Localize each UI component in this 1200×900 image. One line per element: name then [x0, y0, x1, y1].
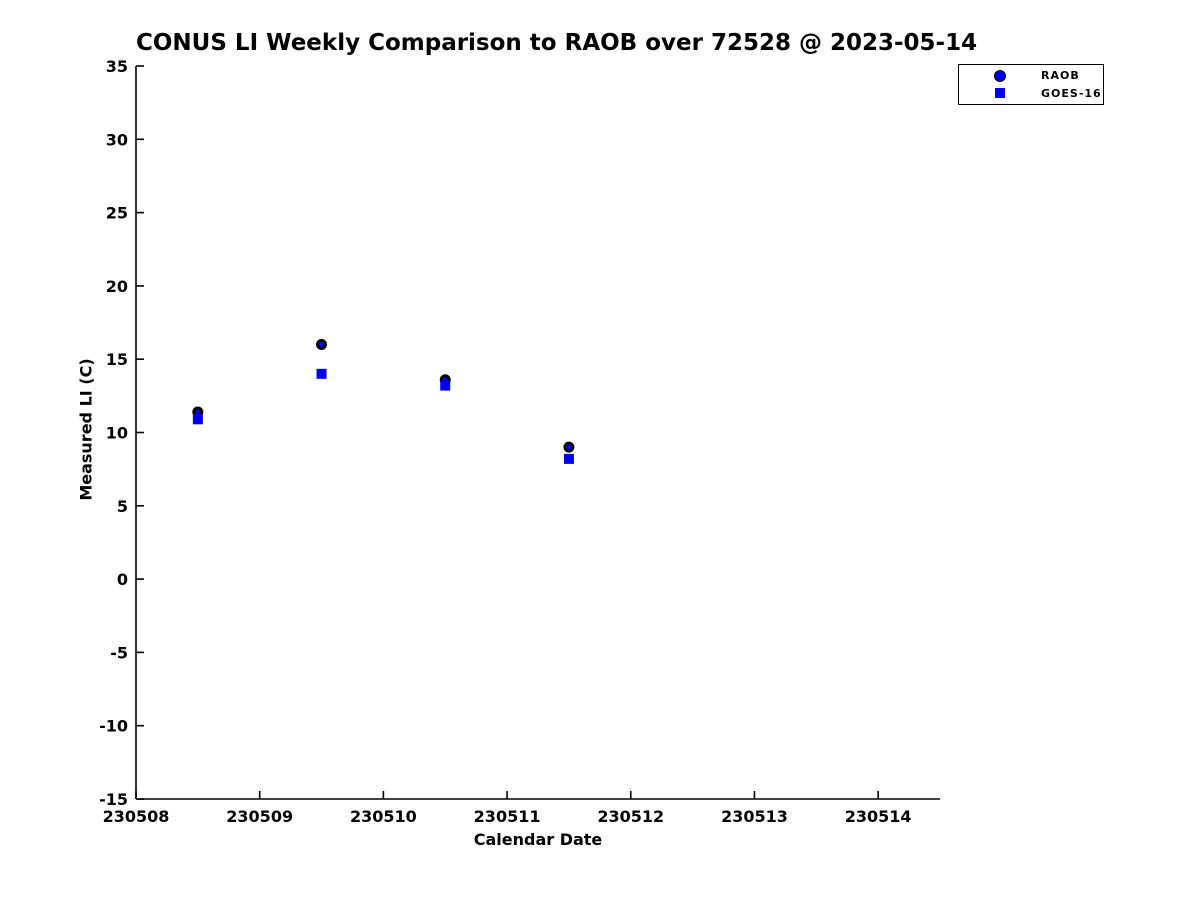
y-tick-label: -10: [99, 717, 128, 736]
legend-entry-goes16: GOES-16: [959, 85, 1103, 102]
legend-entry-raob: RAOB: [959, 67, 1103, 84]
x-tick-label: 230513: [721, 807, 788, 826]
raob-circle-marker-icon: [994, 69, 1006, 82]
y-tick-label: 35: [106, 57, 128, 76]
x-axis-label: Calendar Date: [473, 830, 603, 849]
legend-label-raob: RAOB: [1041, 69, 1080, 83]
data-point-goes-16: [563, 453, 574, 464]
x-tick-label: 230510: [350, 807, 417, 826]
data-point-goes-16: [192, 414, 203, 425]
y-tick-label: 5: [117, 497, 128, 516]
x-tick-label: 230511: [474, 807, 541, 826]
y-tick-label: -5: [110, 643, 128, 662]
x-tick-label: 230508: [103, 807, 170, 826]
y-tick-label: 20: [106, 277, 128, 296]
data-point-goes-16: [440, 380, 451, 391]
goes16-square-marker-icon: [995, 88, 1005, 99]
legend-label-goes16: GOES-16: [1041, 86, 1102, 100]
y-tick-label: 0: [117, 570, 128, 589]
chart-title: CONUS LI Weekly Comparison to RAOB over …: [136, 30, 978, 56]
legend: RAOB GOES-16: [958, 64, 1104, 105]
data-point-goes-16: [316, 368, 327, 379]
y-tick-label: 30: [106, 130, 128, 149]
y-tick-label: 15: [106, 350, 128, 369]
y-tick-label: 25: [106, 204, 128, 223]
data-point-raob: [563, 441, 575, 453]
legend-marker-cell: [959, 88, 1041, 99]
y-tick-label: 10: [106, 424, 128, 443]
data-point-raob: [316, 339, 328, 351]
y-tick-label: -15: [99, 790, 128, 809]
x-tick-label: 230514: [845, 807, 912, 826]
x-tick-label: 230509: [226, 807, 293, 826]
x-tick-label: 230512: [597, 807, 664, 826]
legend-marker-cell: [959, 69, 1041, 82]
